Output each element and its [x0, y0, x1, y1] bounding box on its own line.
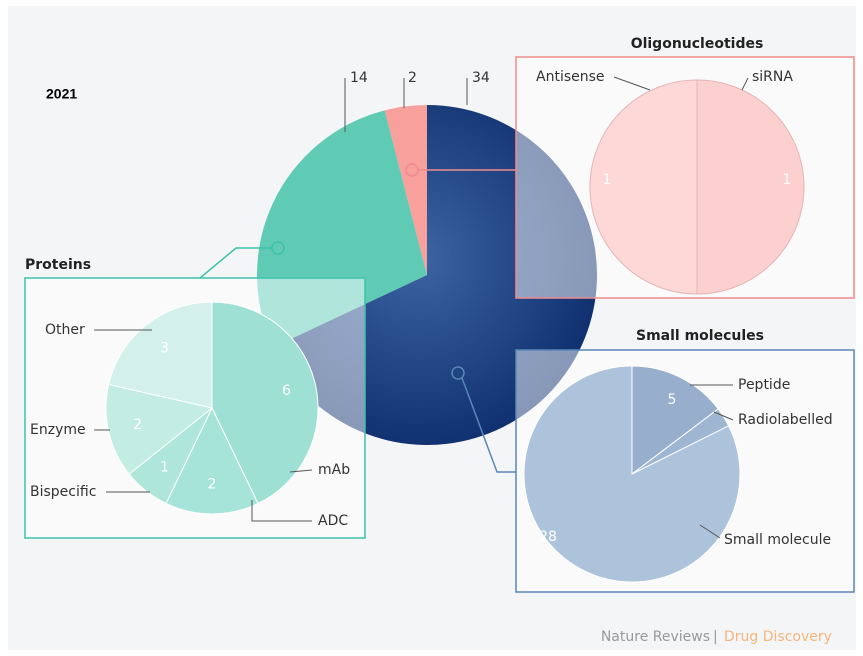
value-label: 2: [408, 70, 417, 86]
panel-title: Small molecules: [636, 328, 764, 344]
leader-line: [713, 411, 734, 421]
connector: [461, 377, 516, 473]
value-label: 34: [472, 70, 490, 86]
category-label: ADC: [318, 513, 348, 529]
category-label: siRNA: [752, 69, 793, 85]
value-label: 28: [539, 529, 557, 545]
value-label: 6: [282, 383, 291, 399]
connector-dot: [405, 163, 419, 177]
panel-title: Oligonucleotides: [631, 36, 764, 52]
panel: [515, 56, 855, 299]
category-label: Other: [45, 322, 85, 338]
category-label: Small molecule: [724, 532, 831, 548]
value-label: 2: [133, 417, 142, 433]
value-label: 1: [603, 172, 612, 188]
slice: [384, 105, 427, 275]
category-label: Enzyme: [30, 422, 86, 438]
category-label: Antisense: [536, 69, 605, 85]
connector-dot: [271, 241, 285, 255]
leader-line: [699, 524, 721, 539]
connector: [199, 247, 272, 279]
category-label: Radiolabelled: [738, 412, 833, 428]
category-label: Peptide: [738, 377, 790, 393]
leader-line: [289, 469, 313, 473]
source-journal: Drug Discovery: [724, 629, 832, 645]
leader-line: [251, 500, 312, 522]
year-title: 2021: [46, 86, 77, 102]
leader-line: [613, 76, 651, 91]
value-label: 2: [208, 476, 217, 492]
leader-line: [741, 77, 749, 91]
value-label: 1: [783, 172, 792, 188]
source-sep: |: [713, 629, 718, 645]
value-label: 5: [668, 392, 677, 408]
category-label: mAb: [318, 462, 350, 478]
value-label: 3: [160, 340, 169, 356]
connector-dot: [451, 366, 465, 380]
panel: [24, 277, 366, 539]
category-label: Bispecific: [30, 484, 96, 500]
panel: [515, 349, 855, 593]
value-label: 1: [160, 460, 169, 476]
source-name: Nature Reviews: [601, 629, 710, 645]
panel-title: Proteins: [25, 257, 91, 273]
value-label: 14: [350, 70, 368, 86]
